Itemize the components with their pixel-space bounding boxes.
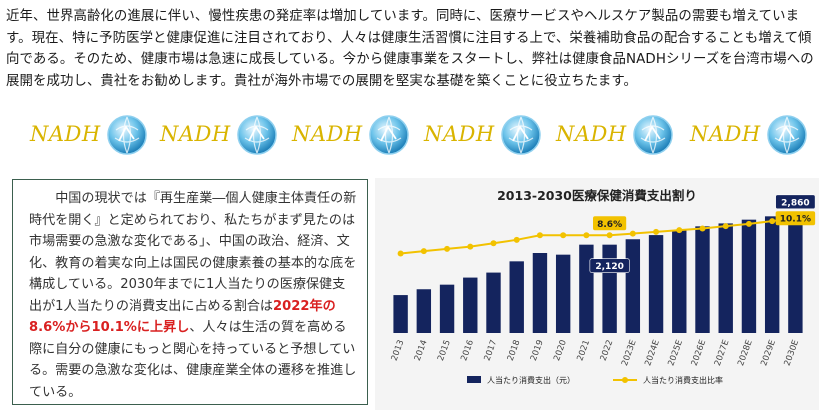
chart-bar: [648, 235, 664, 333]
market-text-box: 中国の現状では『再生産業―個人健康主体責任の新時代を開く』と定められており、私た…: [12, 179, 368, 405]
nadh-logo-word: NADH: [556, 122, 627, 146]
globe-icon: [107, 115, 147, 155]
x-tick-label: 2024E: [643, 339, 662, 368]
chart-line-point: [490, 240, 497, 247]
x-tick-label: 2016: [459, 339, 476, 363]
chart-bar: [764, 216, 780, 333]
chart-line-point: [676, 227, 683, 234]
legend-bar-label: 人当たり消費支出（元）: [487, 375, 575, 385]
chart-line-point: [699, 225, 706, 232]
x-tick-label: 2025E: [666, 339, 685, 368]
globe-icon: [633, 115, 673, 155]
chart-line: [400, 217, 796, 255]
logo-row: NADH NADH NADH NADH NADH NADH: [0, 112, 824, 158]
data-label: 2,120: [595, 262, 623, 272]
chart-line-point: [444, 245, 451, 252]
globe-icon: [501, 115, 541, 155]
chart-plot: 2013 2014 2015 2016 2017 2018 2019 2020 2021 2022…: [390, 194, 816, 385]
chart-line-point: [722, 223, 729, 230]
chart-bar: [625, 239, 641, 333]
data-label-box: [589, 258, 630, 273]
x-tick-label: 2017: [483, 339, 500, 363]
x-tick-label: 2021: [575, 339, 592, 363]
x-tick-label: 2029E: [759, 339, 778, 368]
chart-bar: [579, 244, 594, 333]
data-label-box: [775, 194, 816, 210]
globe-icon: [369, 115, 409, 155]
chart-bar: [486, 272, 501, 333]
x-tick-label: 2023E: [620, 339, 639, 368]
nadh-logo-word: NADH: [690, 122, 761, 146]
data-label: 2,860: [781, 198, 809, 208]
x-tick-label: 2027E: [713, 339, 732, 368]
legend-line-label: 人当たり消費支出比率: [643, 375, 723, 385]
chart-line-point: [583, 232, 590, 239]
chart-line-point: [769, 218, 776, 225]
chart-bar: [788, 213, 803, 333]
chart-bar: [718, 223, 733, 333]
x-tick-label: 2028E: [736, 339, 755, 368]
data-label-box: [775, 211, 816, 226]
nadh-logo-word: NADH: [292, 122, 363, 146]
nadh-logo-word: NADH: [160, 122, 231, 146]
chart-bar: [695, 226, 710, 333]
market-text-before: 中国の現状では『再生産業―個人健康主体責任の新時代を開く』と定められており、私た…: [29, 191, 357, 314]
x-tick-label: 2015: [436, 339, 453, 363]
x-tick-label: 2030E: [783, 339, 802, 368]
chart-line-point: [420, 248, 427, 255]
chart-bar: [509, 261, 524, 333]
chart-bar: [532, 253, 548, 333]
legend-line-marker: [622, 377, 628, 383]
intro-paragraph: 近年、世界高齢化の進展に伴い、慢性疾患の発症率は増加しています。同時に、医療サー…: [6, 9, 814, 89]
market-text-after: 、人々は生活の質を高める際に自分の健康にもっと関心を持っていると予想している。需…: [29, 320, 357, 400]
chart-bar: [463, 277, 478, 333]
chart-bar: [439, 284, 455, 333]
chart-line-point: [560, 232, 567, 239]
x-tick-label: 2026E: [690, 339, 709, 368]
data-label: 10.1%: [780, 215, 811, 225]
globe-icon: [237, 115, 277, 155]
x-tick-label: 2022: [599, 339, 616, 363]
x-tick-label: 2013: [390, 339, 407, 363]
x-tick-label: 2019: [529, 339, 546, 363]
chart-line-point: [536, 232, 543, 239]
chart-bar: [672, 230, 687, 333]
chart-line-point: [629, 230, 636, 237]
chart-line-point: [513, 236, 520, 243]
chart-bar: [602, 244, 617, 333]
chart-bar: [393, 295, 408, 333]
chart-line-point: [467, 243, 474, 250]
chart-line-point: [653, 228, 660, 235]
globe-icon: [767, 115, 807, 155]
chart-bar: [555, 254, 571, 333]
nadh-logo-word: NADH: [30, 122, 101, 146]
market-text-highlight: 2022年の8.6%から10.1%に上昇し: [29, 298, 336, 336]
x-tick-label: 2020: [552, 339, 569, 363]
chart-line-point: [397, 250, 404, 257]
market-paragraph: 中国の現状では『再生産業―個人健康主体責任の新時代を開く』と定められており、私た…: [29, 188, 357, 403]
x-tick-label: 2018: [506, 339, 523, 363]
chart-bar: [741, 219, 757, 333]
chart-bar: [416, 289, 432, 333]
spending-chart: 2013-2030医療保健消費支出割り 2013 2014 2015 2016 2017…: [375, 178, 819, 410]
chart-line-point: [745, 220, 752, 227]
data-label-box: [593, 216, 627, 231]
nadh-logo-word: NADH: [424, 122, 495, 146]
legend-bar-swatch: [467, 376, 481, 383]
chart-line-point: [606, 232, 613, 239]
x-tick-label: 2014: [413, 339, 430, 363]
chart-title: 2013-2030医療保健消費支出割り: [497, 188, 697, 203]
data-label: 8.6%: [597, 220, 622, 230]
